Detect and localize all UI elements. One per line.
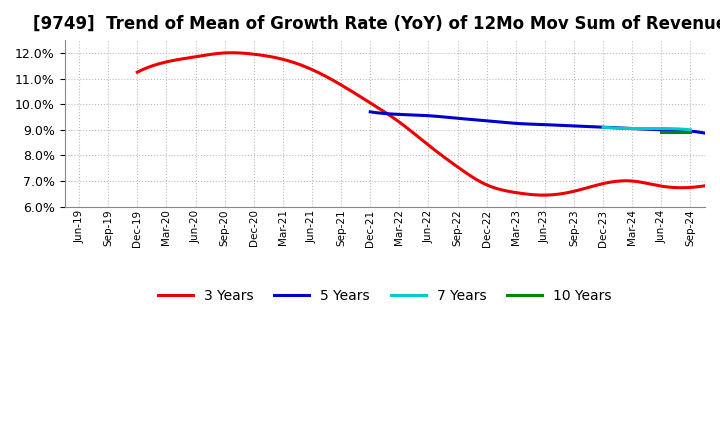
3 Years [497,187,505,192]
7 Years [686,127,695,132]
3 Years [652,183,661,188]
Line: 7 Years: 7 Years [603,127,690,130]
Title: [9749]  Trend of Mean of Growth Rate (YoY) of 12Mo Mov Sum of Revenues: [9749] Trend of Mean of Growth Rate (YoY… [33,15,720,33]
10 Years [657,130,666,135]
3 Years [133,70,142,75]
3 Years [509,190,518,195]
5 Years [366,109,374,114]
7 Years [678,127,687,132]
Legend: 3 Years, 5 Years, 7 Years, 10 Years: 3 Years, 5 Years, 7 Years, 10 Years [153,283,617,308]
3 Years [691,184,700,190]
7 Years [652,126,661,131]
7 Years [599,125,608,130]
3 Years [499,187,508,193]
Line: 3 Years: 3 Years [138,53,720,195]
7 Years [650,126,659,131]
Line: 5 Years: 5 Years [370,112,720,161]
10 Years [686,130,695,135]
5 Years [626,126,634,131]
3 Years [227,50,235,55]
5 Years [367,110,376,115]
3 Years [135,69,144,74]
7 Years [651,126,660,131]
5 Years [633,126,642,132]
5 Years [624,126,633,131]
3 Years [540,192,549,198]
7 Years [599,125,608,130]
7 Years [672,126,681,132]
